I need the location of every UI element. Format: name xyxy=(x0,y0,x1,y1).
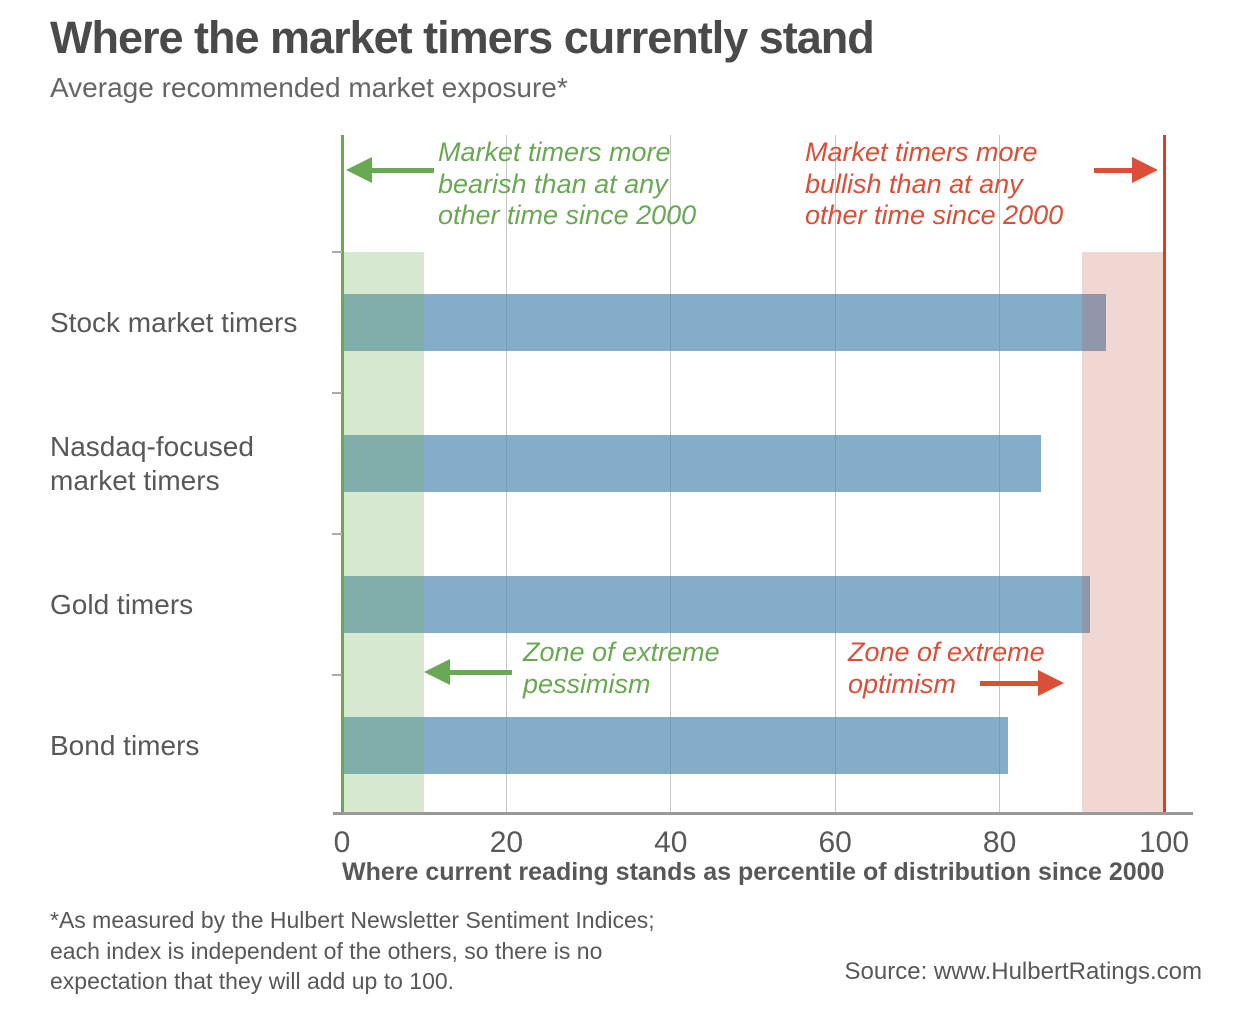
category-label-bond-timers: Bond timers xyxy=(50,729,200,761)
x-tick-label-20: 20 xyxy=(489,826,524,859)
plot-area: Market timers more bearish than at any o… xyxy=(332,135,1193,859)
x-axis-line xyxy=(333,812,1193,815)
bar-nasdaq-focused-market-timers xyxy=(342,435,1041,492)
annotation-pessimism: Zone of extreme pessimism xyxy=(523,637,720,699)
footnote: *As measured by the Hulbert Newsletter S… xyxy=(50,907,655,995)
y-axis-tick xyxy=(332,674,342,676)
category-label-nasdaq-focused-market-timers: Nasdaq-focused market timers xyxy=(50,430,254,496)
chart-subtitle: Average recommended market exposure* xyxy=(50,72,568,103)
green-reference-line xyxy=(340,135,344,814)
y-axis-tick xyxy=(332,251,342,253)
x-tick-label-40: 40 xyxy=(654,826,688,859)
bar-bond-timers xyxy=(342,717,1008,774)
x-tick-label-80: 80 xyxy=(982,826,1017,859)
annotation-bearish: Market timers more bearish than at any o… xyxy=(438,137,697,231)
y-axis-tick xyxy=(332,533,342,535)
chart-title: Where the market timers currently stand xyxy=(50,12,875,63)
red-reference-line xyxy=(1162,135,1166,814)
category-label-gold-timers: Gold timers xyxy=(50,588,194,620)
bar-gold-timers xyxy=(342,576,1091,633)
x-tick-label-100: 100 xyxy=(1138,826,1190,859)
source-credit: Source: www.HulbertRatings.com xyxy=(844,958,1202,985)
x-tick-label-60: 60 xyxy=(818,826,852,859)
zone-zone-of-extreme-pessimism xyxy=(342,252,425,814)
category-labels: Stock market timers Nasdaq-focused market… xyxy=(0,0,340,1016)
annotation-optimism: Zone of extreme optimism xyxy=(848,637,1045,699)
x-tick-label-0: 0 xyxy=(333,826,351,859)
category-label-stock-market-timers: Stock market timers xyxy=(50,306,298,338)
x-axis-label: Where current reading stands as percenti… xyxy=(342,858,1165,886)
bar-stock-market-timers xyxy=(342,294,1107,351)
zone-zone-of-extreme-optimism xyxy=(1081,252,1164,814)
y-axis-tick xyxy=(332,392,342,394)
annotation-bullish: Market timers more bullish than at any o… xyxy=(805,137,1064,231)
